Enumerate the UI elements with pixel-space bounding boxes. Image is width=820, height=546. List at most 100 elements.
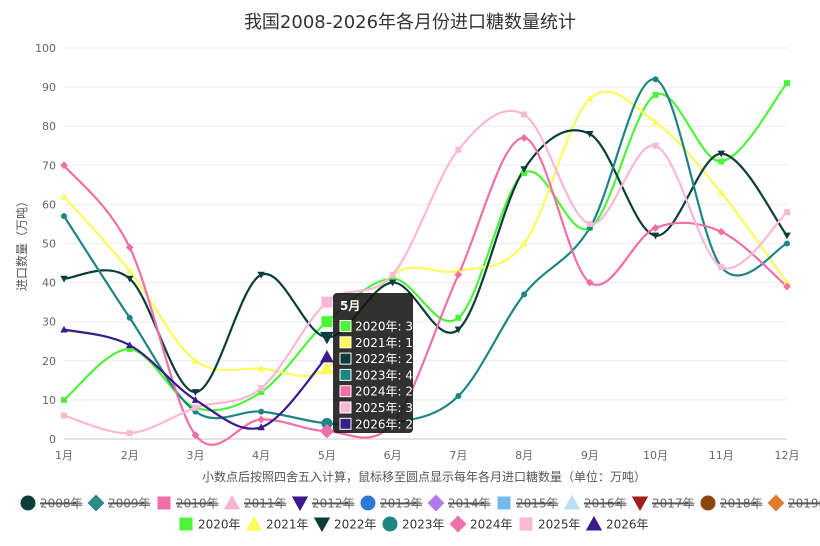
- data-point[interactable]: [61, 213, 67, 219]
- y-tick-label: 0: [49, 433, 56, 446]
- data-point[interactable]: [61, 413, 67, 419]
- data-point[interactable]: [127, 430, 133, 436]
- tooltip-title: 5月: [340, 299, 360, 313]
- legend-item[interactable]: 2019年: [768, 495, 820, 512]
- data-point[interactable]: [61, 397, 67, 403]
- x-tick-label: 6月: [384, 449, 402, 462]
- y-tick-label: 10: [42, 394, 56, 407]
- x-tick-label: 3月: [186, 449, 204, 462]
- legend-marker[interactable]: [292, 497, 308, 512]
- data-point[interactable]: [390, 272, 396, 278]
- data-point[interactable]: [321, 316, 332, 327]
- legend-item[interactable]: 2025年: [520, 518, 581, 532]
- legend-item[interactable]: 2015年: [498, 497, 559, 511]
- legend: 2008年 2009年 2010年 2011年 2012年 2013年 2014年 2015年…: [21, 495, 820, 533]
- legend-marker[interactable]: [246, 516, 262, 531]
- data-point[interactable]: [718, 158, 724, 164]
- legend-item[interactable]: 2011年: [224, 495, 287, 511]
- legend-label: 2026年: [606, 518, 649, 532]
- legend-marker[interactable]: [586, 516, 602, 531]
- legend-marker[interactable]: [180, 518, 193, 531]
- data-point[interactable]: [455, 147, 461, 153]
- x-tick-label: 9月: [581, 449, 599, 462]
- legend-marker[interactable]: [88, 495, 105, 512]
- data-point[interactable]: [784, 80, 790, 86]
- x-tick-label: 8月: [515, 449, 533, 462]
- legend-marker[interactable]: [701, 496, 716, 511]
- tooltip-swatch: [340, 369, 351, 380]
- legend-item[interactable]: 2023年: [383, 517, 445, 532]
- tooltip-row: 2021年: 18: [355, 336, 421, 350]
- legend-item[interactable]: 2008年: [21, 496, 83, 511]
- y-tick-label: 90: [42, 81, 56, 94]
- legend-marker[interactable]: [383, 517, 398, 532]
- data-point[interactable]: [653, 92, 659, 98]
- data-point[interactable]: [718, 264, 724, 270]
- data-point[interactable]: [784, 241, 790, 247]
- legend-item[interactable]: 2026年: [586, 516, 649, 532]
- legend-item[interactable]: 2020年: [180, 518, 241, 532]
- legend-marker[interactable]: [428, 495, 445, 512]
- data-point[interactable]: [653, 76, 659, 82]
- legend-marker[interactable]: [224, 495, 240, 510]
- series-line: [64, 92, 787, 376]
- legend-item[interactable]: 2017年: [632, 497, 695, 512]
- y-tick-label: 60: [42, 198, 56, 211]
- legend-item[interactable]: 2018年: [701, 496, 763, 511]
- data-point[interactable]: [257, 416, 265, 424]
- data-point[interactable]: [192, 405, 198, 411]
- legend-item[interactable]: 2010年: [158, 497, 219, 511]
- tooltip-row: 2022年: 26: [355, 352, 421, 366]
- tooltip-swatch: [340, 321, 351, 332]
- series-line: [64, 138, 787, 445]
- legend-marker[interactable]: [158, 497, 171, 510]
- data-point[interactable]: [587, 221, 593, 227]
- series-line: [64, 79, 787, 426]
- data-point[interactable]: [784, 209, 790, 215]
- legend-label: 2023年: [402, 518, 445, 532]
- legend-item[interactable]: 2014年: [428, 495, 491, 512]
- data-point[interactable]: [320, 424, 334, 438]
- legend-item[interactable]: 2013年: [361, 496, 423, 511]
- legend-marker[interactable]: [450, 516, 467, 533]
- legend-marker[interactable]: [768, 495, 785, 512]
- legend-marker[interactable]: [361, 496, 376, 511]
- tooltip-swatch: [340, 353, 351, 364]
- data-point[interactable]: [653, 143, 659, 149]
- legend-item[interactable]: 2009年: [88, 495, 151, 512]
- tooltip-row: 2025年: 35: [355, 401, 421, 415]
- data-point[interactable]: [258, 409, 264, 415]
- legend-item[interactable]: 2021年: [246, 516, 309, 532]
- legend-marker[interactable]: [498, 497, 511, 510]
- legend-item[interactable]: 2024年: [450, 516, 513, 533]
- tooltip-row: 2023年: 4: [355, 368, 413, 382]
- legend-marker[interactable]: [21, 496, 36, 511]
- data-point[interactable]: [652, 224, 660, 232]
- x-tick-label: 7月: [449, 449, 467, 462]
- data-point[interactable]: [126, 244, 134, 252]
- data-point[interactable]: [455, 393, 461, 399]
- tooltip-row: 2020年: 30: [355, 320, 421, 334]
- data-point[interactable]: [127, 315, 133, 321]
- legend-marker[interactable]: [632, 497, 648, 512]
- data-point[interactable]: [521, 291, 527, 297]
- data-point[interactable]: [783, 233, 791, 240]
- data-point[interactable]: [521, 111, 527, 117]
- data-point[interactable]: [320, 332, 334, 344]
- data-point[interactable]: [60, 193, 68, 200]
- tooltip-row: 2026年: 21: [355, 417, 421, 431]
- legend-marker[interactable]: [520, 518, 533, 531]
- y-tick-label: 80: [42, 120, 56, 133]
- legend-item[interactable]: 2022年: [314, 518, 377, 533]
- data-point[interactable]: [455, 315, 461, 321]
- legend-item[interactable]: 2012年: [292, 497, 355, 512]
- data-point[interactable]: [258, 385, 264, 391]
- data-point[interactable]: [520, 134, 528, 142]
- legend-marker[interactable]: [314, 518, 330, 533]
- data-point[interactable]: [321, 297, 332, 308]
- data-point[interactable]: [320, 350, 334, 362]
- legend-marker[interactable]: [564, 495, 580, 510]
- data-point[interactable]: [717, 228, 725, 236]
- legend-item[interactable]: 2016年: [564, 495, 627, 511]
